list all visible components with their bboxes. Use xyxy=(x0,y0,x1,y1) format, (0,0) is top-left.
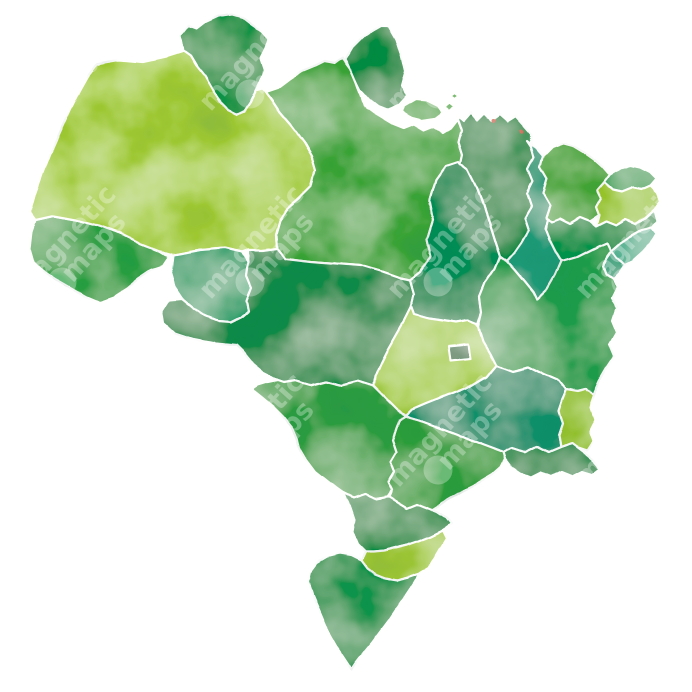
watermark-word2: maps xyxy=(243,583,321,665)
state-marajo-island xyxy=(398,97,443,122)
state-alagoas xyxy=(609,225,659,267)
watermark-word2: maps xyxy=(619,19,692,101)
watermark-dot xyxy=(611,455,641,485)
watermark-word2: maps xyxy=(431,19,509,101)
watermark-word2: maps xyxy=(55,395,133,477)
state-roraima xyxy=(178,12,271,117)
state-espirito-santo xyxy=(556,388,596,452)
watermark-word1: magnetic xyxy=(569,0,687,117)
watermark-word2: maps xyxy=(431,583,509,665)
watermark-dot xyxy=(423,643,453,670)
state-mato-grosso-do-sul xyxy=(250,379,408,501)
watermark-word2: maps xyxy=(55,583,133,665)
watermark-dot xyxy=(235,455,265,485)
watermark-word1: magnetic xyxy=(5,555,123,681)
watermark-dot xyxy=(47,643,77,670)
state-delta-islet-2 xyxy=(447,91,459,101)
watermark-word1: magnetic xyxy=(193,555,311,681)
watermark-dot xyxy=(611,79,641,109)
watermark-dot xyxy=(423,267,453,297)
state-distrito-federal xyxy=(446,342,472,362)
watermark-word2: maps xyxy=(619,395,692,477)
watermark-dot xyxy=(47,455,77,485)
state-rio-de-janeiro xyxy=(502,441,601,480)
watermark-dot xyxy=(235,267,265,297)
state-rio-grande-do-sul xyxy=(306,552,422,672)
watermark-word1: magnetic xyxy=(569,555,687,681)
state-delta-islet-1 xyxy=(441,100,455,112)
watermark-dot xyxy=(423,455,453,485)
watermark-dot xyxy=(235,79,265,109)
watermark-dot xyxy=(611,643,641,670)
state-amapa xyxy=(343,22,407,112)
watermark-word2: maps xyxy=(619,583,692,665)
coast-dot xyxy=(520,130,524,134)
watermark-dot xyxy=(235,643,265,670)
states-layer xyxy=(28,12,663,672)
watermark-word1: magnetic xyxy=(5,367,123,493)
coast-dot xyxy=(492,119,496,123)
